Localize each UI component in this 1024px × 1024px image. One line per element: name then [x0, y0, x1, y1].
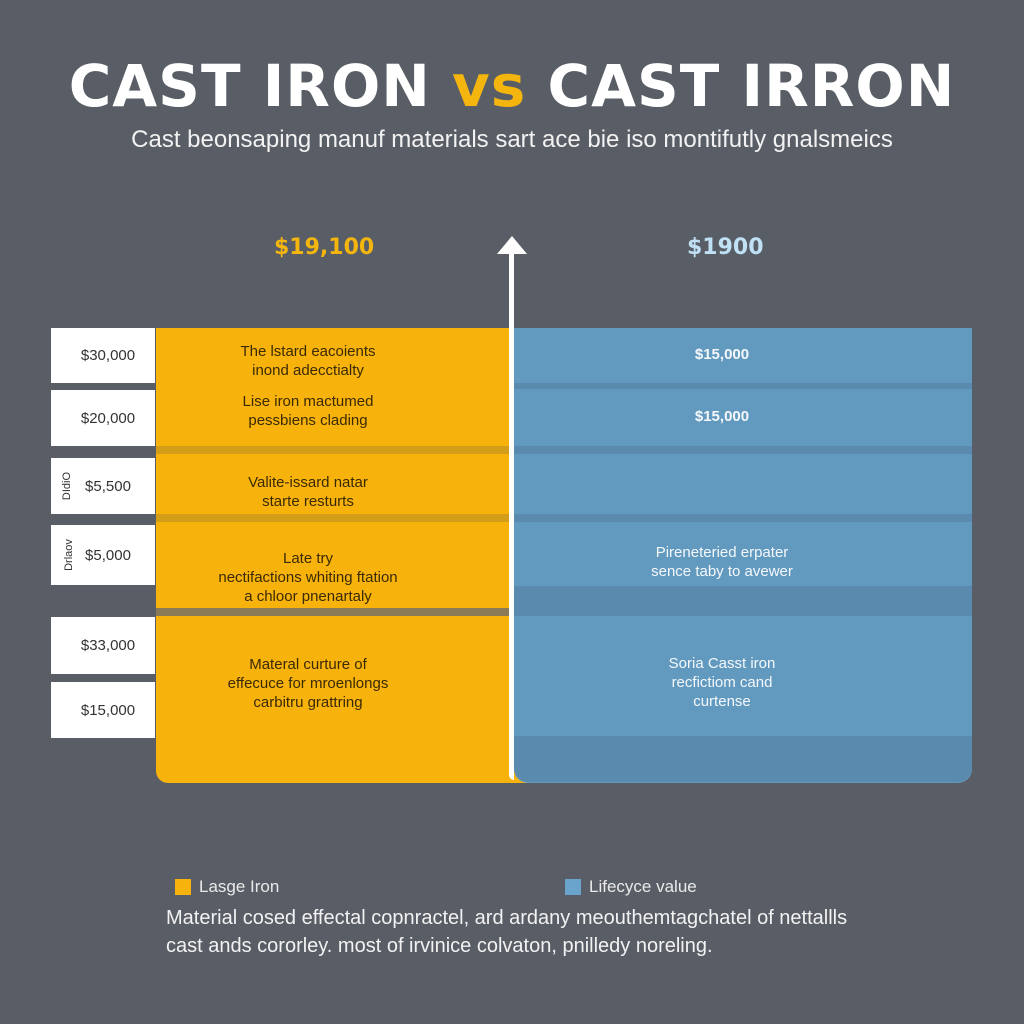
bar-series-lifecycle — [514, 328, 972, 783]
row-divider — [156, 446, 514, 454]
y-label: $20,000 — [51, 390, 155, 446]
y-label-value: $30,000 — [80, 347, 136, 364]
orange-row-text: Lise iron mactumed pessbiens clading — [242, 393, 374, 429]
y-label-value: $20,000 — [80, 409, 136, 427]
row-divider — [156, 514, 514, 522]
y-label-value: $5,500 — [85, 477, 131, 495]
blue-row-text: $15,000 — [694, 408, 750, 425]
bar-series-iron — [156, 328, 528, 783]
title-part-1: CAST IRON — [68, 52, 431, 120]
orange-row-text: The lstard eacoients inond adecctialty — [240, 343, 376, 379]
axis-line — [509, 250, 514, 780]
top-value-left: $19,100 — [274, 235, 375, 260]
y-label-value: $33,000 — [80, 637, 136, 654]
title-vs: vs — [452, 52, 527, 120]
y-label-tag: Drlaov — [62, 539, 75, 571]
y-label: DIdiO $5,500 — [51, 458, 155, 514]
y-label: Drlaov $5,000 — [51, 525, 155, 585]
legend-item-iron: Lasge Iron — [175, 877, 279, 897]
row-divider — [514, 514, 972, 522]
y-label: $33,000 — [51, 617, 155, 674]
legend-label: Lasge Iron — [199, 877, 280, 896]
y-label: $30,000 — [51, 328, 155, 383]
row-divider — [514, 446, 972, 454]
y-label-value: $5,000 — [85, 546, 131, 564]
row-divider — [514, 586, 972, 616]
top-value-right: $1900 — [687, 235, 764, 260]
row-divider — [514, 383, 972, 389]
blue-row-text: Pireneteried erpater sence taby to avewe… — [651, 544, 793, 580]
y-label-value: $15,000 — [80, 701, 136, 719]
y-label-tag: DIdiO — [61, 471, 74, 501]
legend-swatch-orange — [175, 879, 191, 895]
footnote: Material cosed effectal copnractel, ard … — [166, 907, 848, 957]
row-divider — [514, 736, 972, 782]
title-part-2: CAST IRRON — [547, 52, 956, 120]
orange-row-text: Materal curture of effecuce for mroenlon… — [227, 656, 389, 711]
orange-row-text: Valite-issard natar starte resturts — [248, 474, 368, 510]
row-divider — [156, 608, 514, 616]
blue-row-text: $15,000 — [694, 346, 750, 363]
y-label: $15,000 — [51, 682, 155, 738]
blue-row-text: Soria Casst iron recfictiom cand curtens… — [668, 655, 776, 710]
legend-item-lifecycle: Lifecyce value — [565, 877, 697, 897]
arrow-up-icon — [497, 236, 527, 254]
chart-subtitle: Cast beonsaping manuf materials sart ace… — [131, 126, 893, 153]
chart-title: CAST IRON vs CAST IRRON — [0, 52, 1024, 120]
legend-label: Lifecyce value — [589, 877, 697, 896]
legend-swatch-blue — [565, 879, 581, 895]
orange-row-text: Late try nectifactions whiting ftation a… — [218, 550, 398, 605]
